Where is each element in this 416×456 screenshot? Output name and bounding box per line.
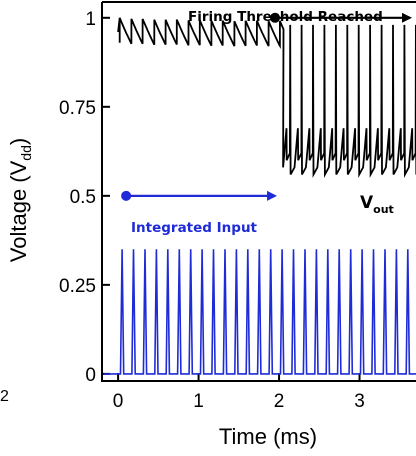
x-axis-title: Time (ms) bbox=[219, 424, 317, 449]
annotations: Firing Threshold Reached Integrated Inpu… bbox=[121, 9, 412, 236]
y-tick-label: 0.25 bbox=[59, 276, 96, 297]
y-axis-ticks: 0 0.25 0.5 0.75 1 bbox=[59, 9, 110, 386]
integrated-input-start-dot bbox=[121, 190, 132, 201]
y-tick-label: 0 bbox=[85, 365, 96, 386]
y-axis-title: Voltage (Vdd) bbox=[6, 138, 34, 262]
vout-label: Vout bbox=[360, 193, 394, 216]
x-tick-label: 3 bbox=[354, 391, 365, 412]
firing-threshold-start-dot bbox=[270, 12, 281, 23]
x-axis-ticks: 01234 bbox=[113, 373, 365, 412]
stray-label: 2 bbox=[0, 388, 9, 405]
plot-frame bbox=[101, 1, 416, 382]
y-tick-label: 0.5 bbox=[70, 187, 96, 208]
x-tick-label: 1 bbox=[193, 391, 204, 412]
x-tick-label: 0 bbox=[113, 391, 124, 412]
x-tick-label: 2 bbox=[274, 391, 285, 412]
axis-lines bbox=[101, 2, 416, 382]
series-layer bbox=[103, 17, 416, 375]
series-vout bbox=[117, 17, 416, 178]
series-integrated-input bbox=[103, 249, 416, 375]
y-tick-label: 1 bbox=[85, 9, 96, 30]
integrated-input-label: Integrated Input bbox=[131, 220, 258, 236]
y-tick-label: 0.75 bbox=[59, 98, 96, 119]
